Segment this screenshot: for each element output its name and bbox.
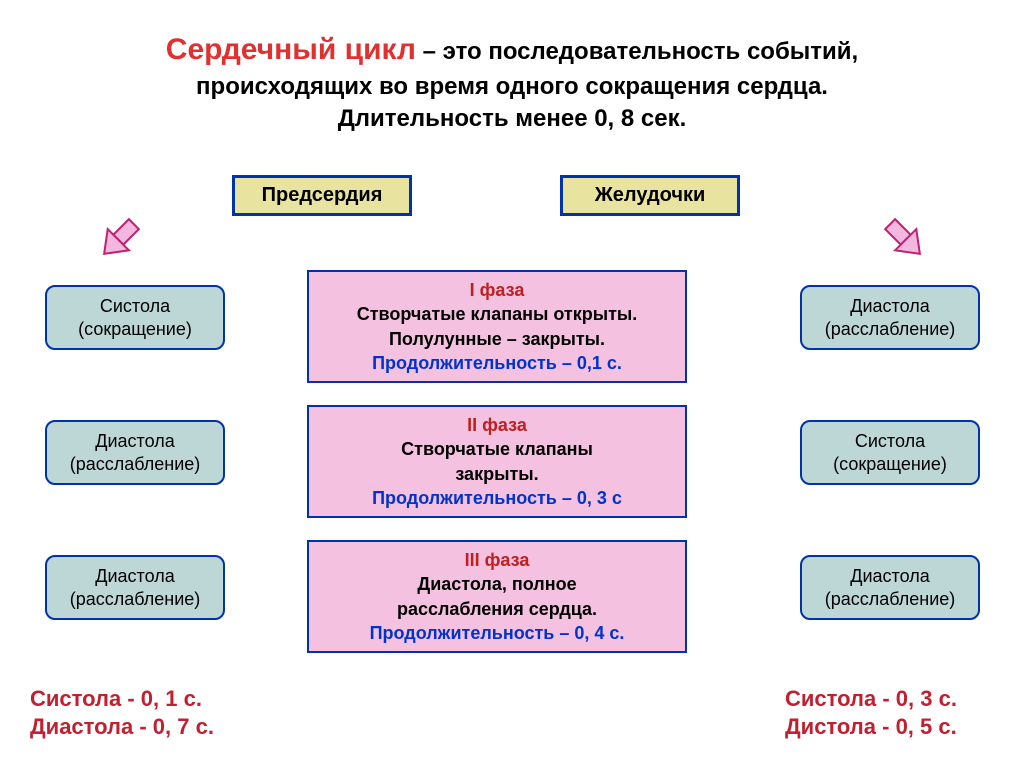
- phase-box-1: I фаза Створчатые клапаны открыты. Полул…: [307, 270, 687, 383]
- left-box-1: Систола (сокращение): [45, 285, 225, 350]
- phase-2-body1: Створчатые клапаны: [401, 439, 593, 459]
- right-box-1-line1: Диастола: [850, 296, 929, 316]
- right-box-2-line2: (сокращение): [833, 454, 947, 474]
- left-box-3: Диастола (расслабление): [45, 555, 225, 620]
- right-box-3-line1: Диастола: [850, 566, 929, 586]
- left-box-3-line2: (расслабление): [70, 589, 201, 609]
- title-block: Сердечный цикл – это последовательность …: [0, 0, 1024, 135]
- left-box-2-line2: (расслабление): [70, 454, 201, 474]
- arrow-down-left-icon: [92, 212, 147, 267]
- right-box-2-line1: Систола: [855, 431, 925, 451]
- summary-left-line1: Систола - 0, 1 с.: [30, 686, 202, 711]
- right-box-2: Систола (сокращение): [800, 420, 980, 485]
- right-box-3-line2: (расслабление): [825, 589, 956, 609]
- phase-2-title: II фаза: [467, 415, 527, 435]
- header-ventricles: Желудочки: [560, 175, 740, 216]
- title-def1: – это последовательность событий,: [416, 38, 858, 65]
- phase-1-body2: Полулунные – закрыты.: [389, 329, 605, 349]
- left-box-3-line1: Диастола: [95, 566, 174, 586]
- phase-3-body2: расслабления сердца.: [397, 599, 597, 619]
- left-box-1-line1: Систола: [100, 296, 170, 316]
- summary-right-line1: Систола - 0, 3 с.: [785, 686, 957, 711]
- phase-3-duration: Продолжительность – 0, 4 с.: [370, 623, 625, 643]
- left-box-2-line1: Диастола: [95, 431, 174, 451]
- header-atria: Предсердия: [232, 175, 412, 216]
- phase-box-2: II фаза Створчатые клапаны закрыты. Прод…: [307, 405, 687, 518]
- title-main: Сердечный цикл: [166, 33, 416, 66]
- header-right-label: Желудочки: [595, 184, 706, 206]
- phase-3-body1: Диастола, полное: [417, 574, 576, 594]
- left-box-1-line2: (сокращение): [78, 319, 192, 339]
- left-box-2: Диастола (расслабление): [45, 420, 225, 485]
- header-left-label: Предсердия: [262, 184, 383, 206]
- right-box-3: Диастола (расслабление): [800, 555, 980, 620]
- arrow-down-right-icon: [878, 212, 933, 267]
- summary-right-line2: Дистола - 0, 5 с.: [785, 714, 957, 739]
- phase-2-body2: закрыты.: [455, 464, 538, 484]
- summary-left-line2: Диастола - 0, 7 с.: [30, 714, 214, 739]
- phase-box-3: III фаза Диастола, полное расслабления с…: [307, 540, 687, 653]
- phase-2-duration: Продолжительность – 0, 3 с: [372, 488, 622, 508]
- title-def3: Длительность менее 0, 8 сек.: [338, 105, 687, 132]
- phase-1-title: I фаза: [470, 280, 525, 300]
- phase-1-duration: Продолжительность – 0,1 с.: [372, 353, 622, 373]
- summary-left: Систола - 0, 1 с. Диастола - 0, 7 с.: [30, 685, 214, 740]
- summary-right: Систола - 0, 3 с. Дистола - 0, 5 с.: [785, 685, 957, 740]
- phase-1-body1: Створчатые клапаны открыты.: [357, 304, 638, 324]
- right-box-1-line2: (расслабление): [825, 319, 956, 339]
- right-box-1: Диастола (расслабление): [800, 285, 980, 350]
- phase-3-title: III фаза: [465, 550, 530, 570]
- title-def2: происходящих во время одного сокращения …: [196, 73, 828, 100]
